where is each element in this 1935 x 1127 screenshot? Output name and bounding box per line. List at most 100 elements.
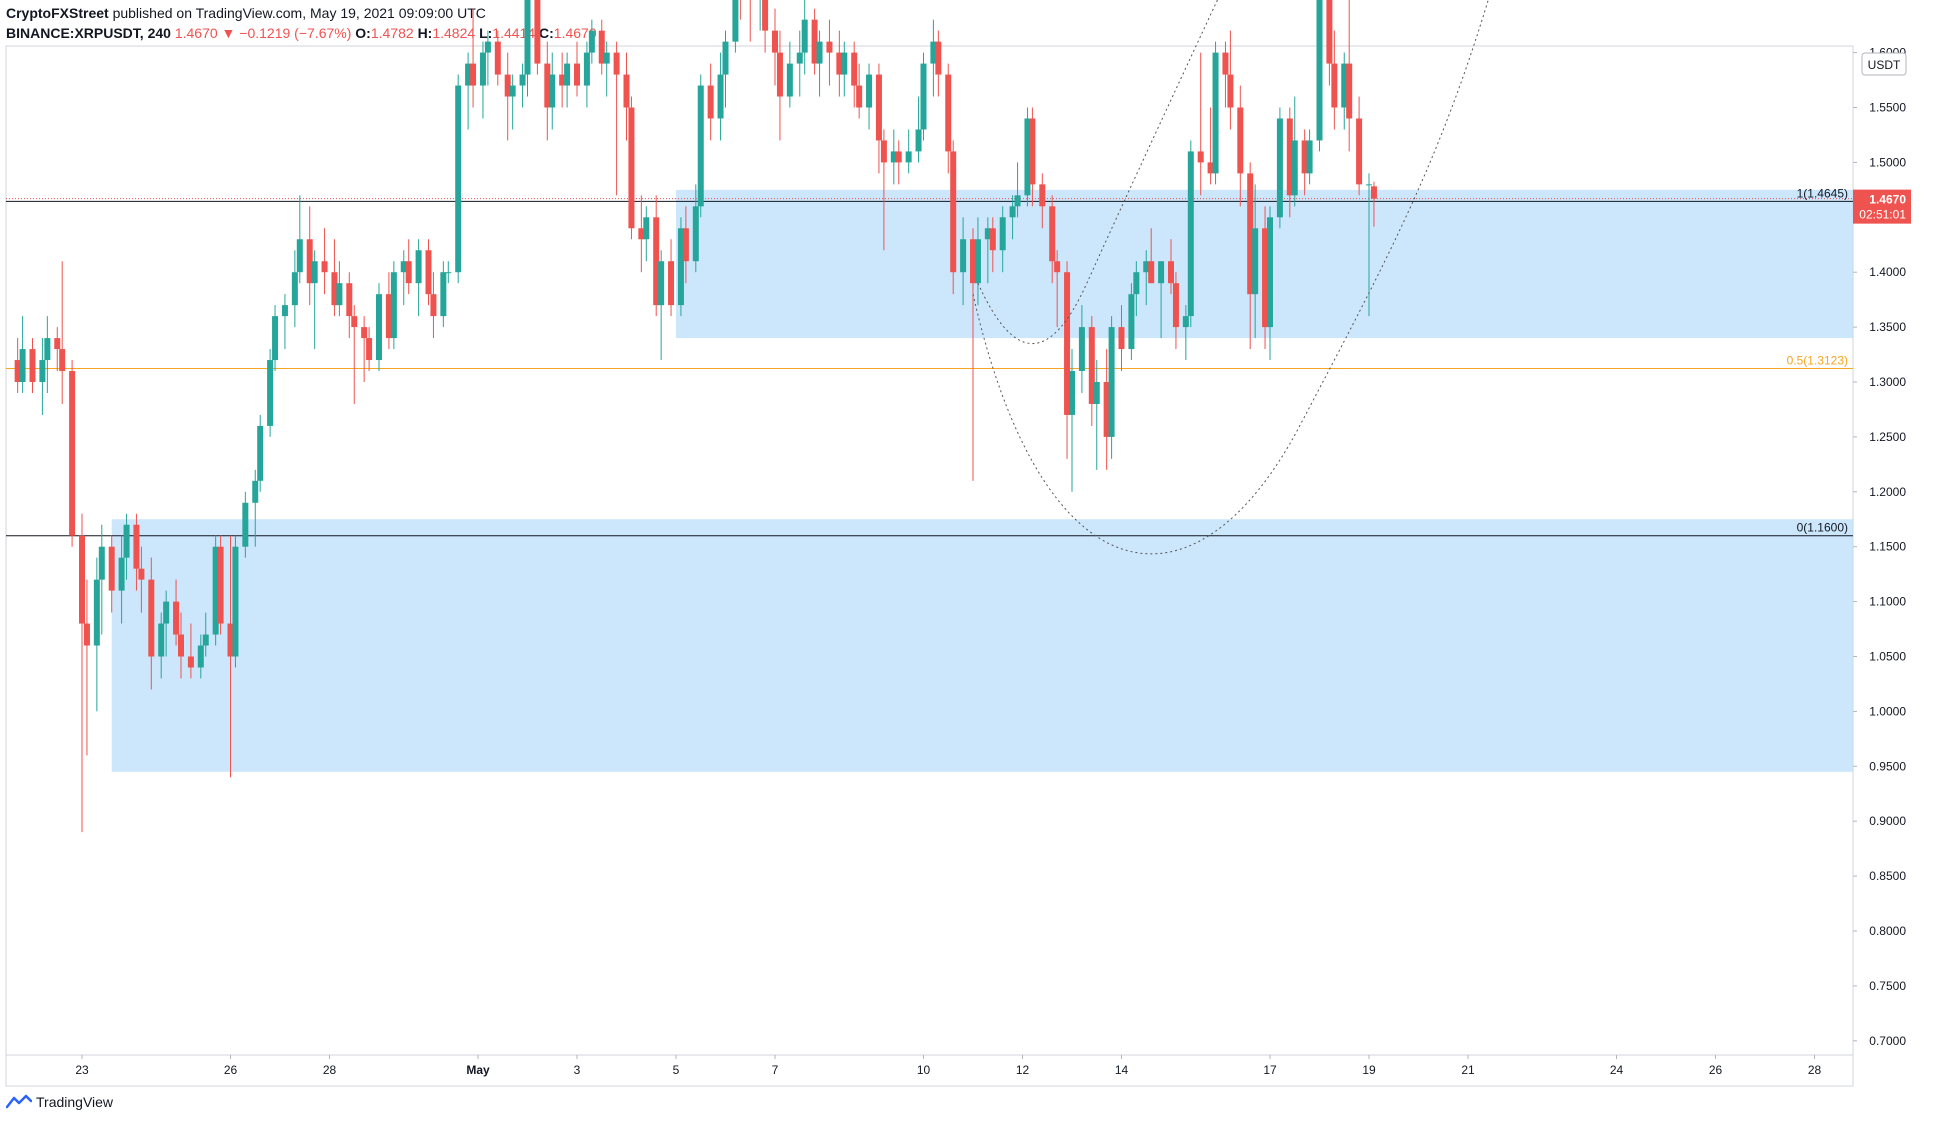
candle-body-107 <box>836 52 843 75</box>
candle-body-161 <box>1262 228 1269 328</box>
candle-body-165 <box>1291 140 1298 196</box>
y-tick-label-2: 0.8000 <box>1869 924 1906 938</box>
candle-body-153 <box>1197 151 1204 163</box>
candle-body-112 <box>875 74 882 141</box>
candle-body-64 <box>494 41 501 75</box>
candle-body-121 <box>945 74 952 152</box>
candle-body-15 <box>108 546 115 591</box>
candle-body-5 <box>29 349 36 382</box>
published-text: published on TradingView.com, May 19, 20… <box>112 5 486 21</box>
candle-body-132 <box>1029 118 1036 185</box>
y-tick-label-3: 0.8500 <box>1869 869 1906 883</box>
y-tick-label-1: 0.7500 <box>1869 979 1906 993</box>
candle-body-163 <box>1276 118 1283 218</box>
candle-body-87 <box>677 228 684 306</box>
candle-body-94 <box>732 0 739 42</box>
candle-body-140 <box>1093 382 1100 404</box>
candle-body-25 <box>187 656 194 668</box>
candle-body-115 <box>895 151 902 163</box>
current-price-tag <box>1853 189 1911 224</box>
candle-body-54 <box>415 250 422 284</box>
tradingview-footer[interactable]: TradingView <box>6 1094 113 1110</box>
candle-body-11 <box>79 535 85 624</box>
candle-body-73 <box>564 63 571 86</box>
candle-body-130 <box>1014 195 1021 207</box>
high-label: H: <box>417 25 433 41</box>
candle-body-31 <box>232 546 239 657</box>
candle-body-56 <box>430 294 437 317</box>
candle-body-48 <box>366 338 373 361</box>
candle-body-127 <box>989 228 996 251</box>
candle-body-168 <box>1316 0 1323 141</box>
candle-body-34 <box>257 425 264 481</box>
candle-body-74 <box>574 63 580 86</box>
candle-body-119 <box>930 41 937 64</box>
candle-body-104 <box>811 19 818 64</box>
candle-body-60 <box>465 63 472 86</box>
candle-body-137 <box>1069 371 1075 415</box>
candle-body-72 <box>559 74 566 86</box>
candle-body-49 <box>376 294 382 361</box>
candle-body-85 <box>658 261 665 306</box>
candle-body-136 <box>1064 272 1071 415</box>
candle-body-88 <box>682 228 689 262</box>
candle-body-17 <box>123 524 130 558</box>
candle-body-126 <box>984 228 991 240</box>
candle-body-4 <box>19 349 26 382</box>
currency-box[interactable] <box>1861 52 1907 76</box>
candle-body-91 <box>707 85 714 119</box>
candle-body-144 <box>1128 294 1135 350</box>
candle-body-3 <box>14 360 21 382</box>
x-tick-label-4: 3 <box>574 1063 581 1077</box>
candle-body-111 <box>866 74 873 108</box>
candle-body-42 <box>321 261 328 273</box>
candle-body-46 <box>351 316 358 328</box>
candle-body-86 <box>668 261 675 306</box>
candle-body-63 <box>484 41 491 53</box>
y-tick-label-5: 0.9500 <box>1869 759 1906 773</box>
candle-body-134 <box>1049 206 1056 262</box>
candle-body-156 <box>1222 52 1229 75</box>
publisher-name[interactable]: CryptoFXStreet <box>6 5 109 21</box>
candle-body-155 <box>1212 52 1219 174</box>
candle-body-120 <box>935 41 942 75</box>
candle-body-116 <box>905 151 912 163</box>
candle-body-36 <box>272 316 279 361</box>
candle-body-76 <box>588 30 595 53</box>
candle-body-151 <box>1182 316 1189 328</box>
current-price-value: 1.4670 <box>1869 193 1906 207</box>
x-tick-label-1: 26 <box>224 1063 238 1077</box>
candle-body-147 <box>1148 261 1155 284</box>
x-tick-label-14: 26 <box>1709 1063 1723 1077</box>
candle-body-143 <box>1118 327 1125 350</box>
candle-body-13 <box>93 579 100 646</box>
candle-body-84 <box>653 217 660 306</box>
x-tick-label-11: 19 <box>1362 1063 1376 1077</box>
candle-body-160 <box>1252 228 1259 295</box>
candle-body-10 <box>69 371 76 536</box>
candle-body-110 <box>856 85 863 108</box>
candle-body-55 <box>425 250 432 295</box>
y-tick-label-8: 1.1000 <box>1869 595 1906 609</box>
x-tick-label-13: 24 <box>1610 1063 1624 1077</box>
x-tick-label-9: 14 <box>1115 1063 1129 1077</box>
candle-body-89 <box>692 206 699 262</box>
candle-body-109 <box>851 52 858 86</box>
candle-body-103 <box>801 19 808 53</box>
candle-body-171 <box>1341 63 1348 108</box>
candle-body-162 <box>1267 217 1273 328</box>
candle-body-172 <box>1346 63 1353 119</box>
candle-body-61 <box>470 63 477 86</box>
symbol-label[interactable]: BINANCE:XRPUSDT, 240 <box>6 25 171 41</box>
candle-body-24 <box>178 634 184 657</box>
candle-body-52 <box>400 261 407 273</box>
candle-body-102 <box>796 52 803 64</box>
candle-body-30 <box>227 623 234 657</box>
open-label: O: <box>355 25 371 41</box>
candle-body-8 <box>54 338 61 350</box>
candle-body-45 <box>346 283 353 317</box>
candle-body-113 <box>880 140 887 163</box>
candle-body-175 <box>1370 186 1377 199</box>
candle-body-142 <box>1108 327 1115 437</box>
